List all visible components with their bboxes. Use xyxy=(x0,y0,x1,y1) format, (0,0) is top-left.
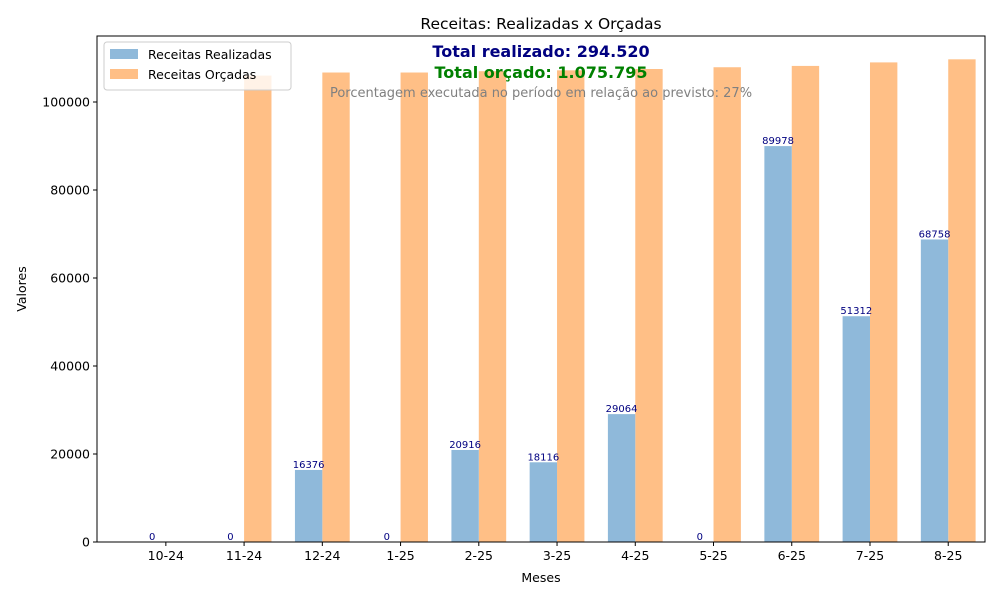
x-tick-label: 7-25 xyxy=(856,548,884,563)
legend-label-realizadas: Receitas Realizadas xyxy=(148,47,272,62)
x-axis-ticks: 10-24 11-24 12-24 1-25 2-25 3-25 4-25 5-25 6-25 7… xyxy=(148,542,962,563)
bar-orcadas-3-25 xyxy=(557,70,585,542)
bar-orcadas-2-25 xyxy=(478,71,507,542)
total-realized-annotation: Total realizado: 294.520 xyxy=(432,42,649,61)
bar-value-labels-group: 0 0 16376 0 20916 18116 29064 0 89978 51312 68758 xyxy=(149,136,950,543)
bar-value-label: 89978 xyxy=(762,136,794,147)
bar-orcadas-12-24 xyxy=(322,72,350,543)
total-budgeted-annotation: Total orçado: 1.075.795 xyxy=(435,63,648,82)
y-axis-ticks: 0 20000 40000 60000 80000 100000 xyxy=(42,95,97,550)
bar-orcadas-11-24 xyxy=(244,75,272,542)
bar-realizadas-8-25 xyxy=(920,239,949,543)
legend: Receitas Realizadas Receitas Orçadas xyxy=(103,41,292,91)
bar-value-label: 0 xyxy=(227,532,233,543)
bar-realizadas-6-25 xyxy=(764,146,792,542)
y-tick-label: 60000 xyxy=(50,271,90,286)
bar-value-label: 0 xyxy=(149,532,155,543)
bar-realizadas-7-25 xyxy=(842,316,870,542)
x-tick-label: 10-24 xyxy=(148,548,184,563)
y-tick-label: 100000 xyxy=(42,95,90,110)
plot-area-frame xyxy=(96,35,986,543)
bar-value-label: 68758 xyxy=(919,229,951,240)
x-tick-label: 6-25 xyxy=(778,548,806,563)
x-tick-label: 2-25 xyxy=(465,548,493,563)
bar-orcadas-6-25 xyxy=(791,65,820,543)
x-tick-label: 12-24 xyxy=(304,548,340,563)
bar-value-label: 20916 xyxy=(449,440,481,451)
y-tick-label: 40000 xyxy=(50,359,90,374)
realized-bars-group xyxy=(294,146,949,543)
bar-realizadas-3-25 xyxy=(529,462,558,542)
bar-value-label: 51312 xyxy=(840,306,872,317)
bar-orcadas-8-25 xyxy=(948,59,976,542)
x-axis-title: Meses xyxy=(521,570,560,585)
legend-box xyxy=(103,41,292,91)
chart-title: Receitas: Realizadas x Orçadas xyxy=(420,15,661,33)
bar-orcadas-5-25 xyxy=(713,67,741,543)
y-tick-label: 20000 xyxy=(50,447,90,462)
bar-value-label: 0 xyxy=(384,532,390,543)
bar-realizadas-2-25 xyxy=(451,449,479,542)
bar-orcadas-4-25 xyxy=(635,69,663,542)
bar-value-label: 18116 xyxy=(527,452,559,463)
bar-orcadas-7-25 xyxy=(869,62,898,543)
bar-value-label: 29064 xyxy=(606,404,638,415)
y-axis-title: Valores xyxy=(14,266,29,311)
x-tick-label: 8-25 xyxy=(934,548,962,563)
legend-label-orcadas: Receitas Orçadas xyxy=(148,67,256,82)
y-tick-label: 0 xyxy=(82,535,90,550)
x-tick-label: 5-25 xyxy=(699,548,727,563)
bar-value-label: 16376 xyxy=(293,460,325,471)
x-tick-label: 4-25 xyxy=(621,548,649,563)
x-tick-label: 1-25 xyxy=(386,548,414,563)
budgeted-bars-group xyxy=(244,59,976,543)
bar-realizadas-4-25 xyxy=(607,414,636,542)
legend-swatch-realizadas xyxy=(110,49,138,59)
percentage-executed-note: Porcentagem executada no período em rela… xyxy=(330,86,752,101)
x-tick-label: 3-25 xyxy=(543,548,571,563)
bar-value-label: 0 xyxy=(697,532,703,543)
legend-swatch-orcadas xyxy=(110,69,138,79)
bar-realizadas-12-24 xyxy=(294,469,323,542)
bar-orcadas-1-25 xyxy=(400,72,428,543)
y-tick-label: 80000 xyxy=(50,183,90,198)
x-tick-label: 11-24 xyxy=(226,548,262,563)
